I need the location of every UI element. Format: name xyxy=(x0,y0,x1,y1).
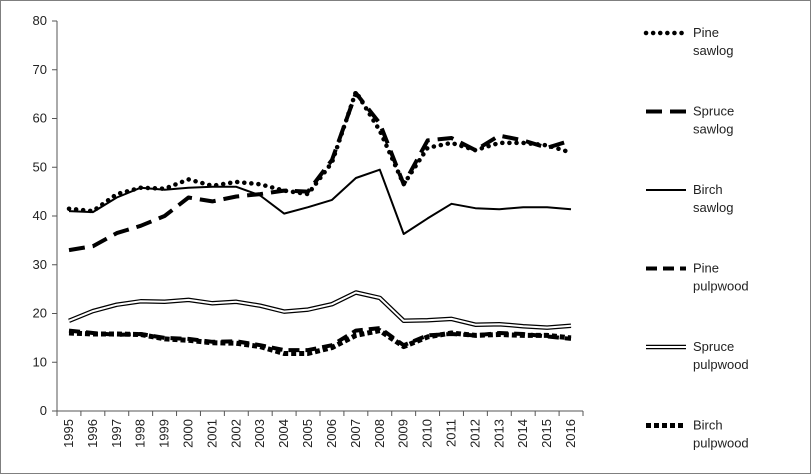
legend-label-line1: Pine xyxy=(693,25,719,40)
y-tick-label: 0 xyxy=(40,403,47,418)
x-tick-label: 2010 xyxy=(420,419,435,448)
x-tick-label: 1999 xyxy=(157,419,172,448)
legend-label-line2: sawlog xyxy=(693,200,733,215)
x-tick-label: 2009 xyxy=(396,419,411,448)
x-tick-labels: 1995 1996 1997 1998 1999 2000 2001 2002 2003 2004… xyxy=(61,419,578,448)
y-tick-label: 20 xyxy=(33,306,47,321)
series-line-birch-sawlog xyxy=(68,168,572,235)
x-tick-label: 2014 xyxy=(515,419,530,448)
x-tick-label: 2011 xyxy=(444,419,459,447)
y-tick-label: 30 xyxy=(33,257,47,272)
legend-label-line1: Spruce xyxy=(693,104,734,119)
x-tick-label: 2002 xyxy=(228,419,243,448)
x-tick-label: 1996 xyxy=(85,419,100,448)
legend-label-line2: pulpwood xyxy=(693,279,749,294)
series-line-pine-pulpwood xyxy=(68,326,572,353)
x-tick-label: 1995 xyxy=(61,419,76,448)
x-tick-label: 2005 xyxy=(300,419,315,448)
y-tick-label: 50 xyxy=(33,159,47,174)
legend-label-line2: pulpwood xyxy=(693,436,749,451)
series-line-spruce-pulpwood-inner xyxy=(68,291,572,329)
series-line-pine-sawlog xyxy=(66,89,574,214)
x-tick-label: 2008 xyxy=(372,419,387,448)
series-line-birch-pulpwood xyxy=(68,328,572,356)
legend-label-line1: Birch xyxy=(693,418,723,433)
legend-label-line1: Birch xyxy=(693,182,723,197)
y-tick-label: 40 xyxy=(33,208,47,223)
legend-label-line2: sawlog xyxy=(693,122,733,137)
x-tick-label: 2004 xyxy=(276,419,291,448)
x-tick-label: 2003 xyxy=(252,419,267,448)
x-tick-label: 2015 xyxy=(539,419,554,448)
y-tick-label: 60 xyxy=(33,111,47,126)
legend: Pine sawlog Spruce sawlog Birch sawlog Pine pul… xyxy=(643,25,749,451)
series-line-spruce-pulpwood xyxy=(68,290,572,330)
axes xyxy=(52,20,584,416)
x-tick-label: 2013 xyxy=(491,419,506,448)
y-tick-label: 70 xyxy=(33,62,47,77)
x-tick-label: 2012 xyxy=(467,419,482,448)
legend-label-line1: Spruce xyxy=(693,339,734,354)
legend-label-line2: pulpwood xyxy=(693,357,749,372)
series-lines xyxy=(66,89,574,356)
series-line-spruce-sawlog xyxy=(68,91,572,253)
x-tick-label: 1997 xyxy=(109,419,124,448)
x-tick-label: 1998 xyxy=(133,419,148,448)
y-tick-labels: 0 10 20 30 40 50 60 70 80 xyxy=(33,13,47,418)
y-tick-label: 80 xyxy=(33,13,47,28)
x-tick-label: 2007 xyxy=(348,419,363,448)
x-tick-label: 2000 xyxy=(181,419,196,448)
legend-label-line1: Pine xyxy=(693,261,719,276)
legend-label-line2: sawlog xyxy=(693,43,733,58)
y-tick-label: 10 xyxy=(33,354,47,369)
x-tick-label: 2006 xyxy=(324,419,339,448)
x-tick-label: 2001 xyxy=(204,419,219,448)
x-tick-label: 2016 xyxy=(563,419,578,448)
